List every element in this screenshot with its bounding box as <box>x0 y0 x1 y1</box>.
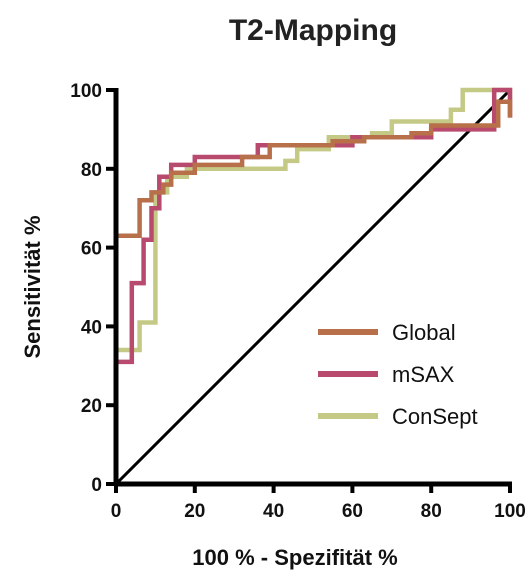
reference-line <box>114 88 512 486</box>
y-axis-label: Sensitivität % <box>20 215 45 358</box>
y-tick-label: 20 <box>81 396 102 417</box>
legend: Global mSAX ConSept <box>318 320 478 429</box>
y-tick-label: 60 <box>81 239 102 260</box>
x-tick-label: 40 <box>263 501 284 522</box>
series-line-msax <box>113 87 513 484</box>
x-tick-label: 0 <box>111 501 122 522</box>
y-tick-label: 40 <box>81 317 102 338</box>
plot-area <box>113 87 513 486</box>
series-line-consept <box>113 87 513 484</box>
x-tick-label: 60 <box>342 501 363 522</box>
legend-label-consept: ConSept <box>392 404 478 429</box>
x-tick-label: 20 <box>184 501 205 522</box>
x-axis-label: 100 % - Spezifität % <box>192 545 397 570</box>
x-tick-label: 80 <box>421 501 442 522</box>
legend-label-msax: mSAX <box>392 362 455 387</box>
y-tick-label: 80 <box>81 160 102 181</box>
axes: 0 20 40 60 80 100 0 20 40 60 80 100 <box>70 81 526 522</box>
y-tick-label: 0 <box>91 475 102 496</box>
series-line-global <box>113 99 513 484</box>
x-tick-label: 100 <box>494 501 526 522</box>
y-tick-label: 100 <box>70 81 102 102</box>
legend-label-global: Global <box>392 320 456 345</box>
chart-title: T2-Mapping <box>229 14 397 47</box>
